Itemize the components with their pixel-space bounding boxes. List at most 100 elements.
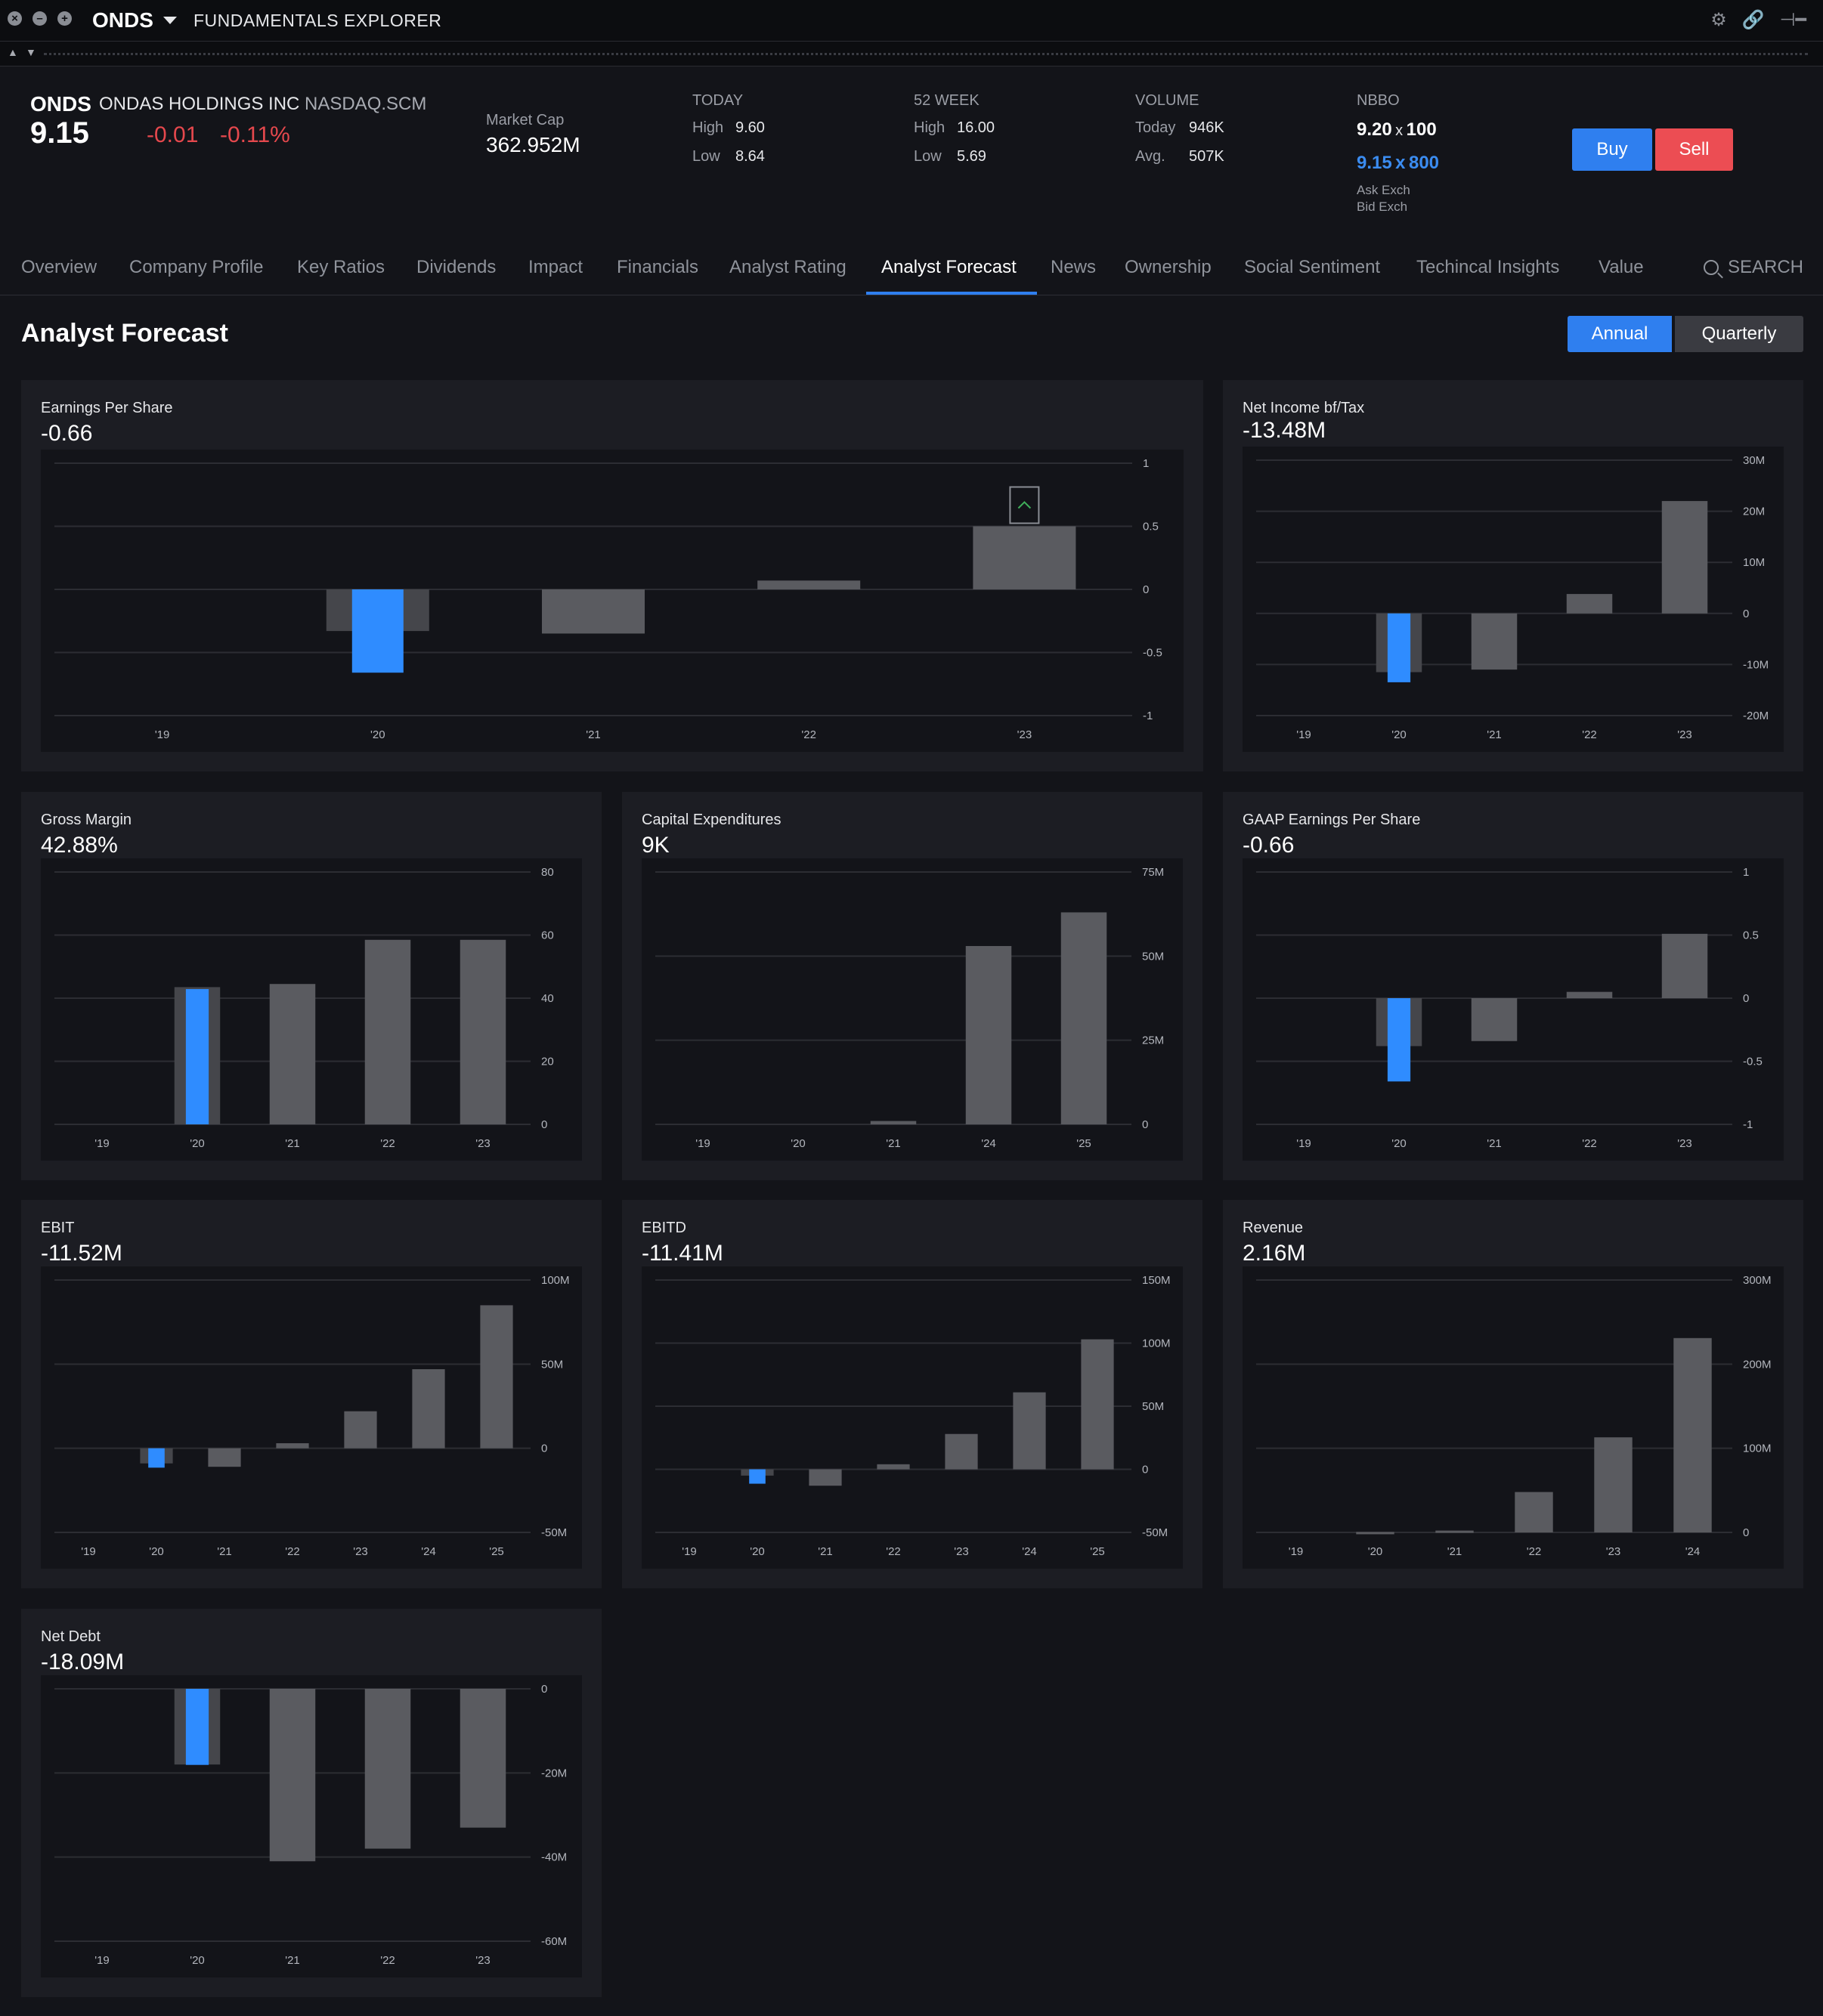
chart-title: Net Debt — [41, 1628, 101, 1645]
settings-icon[interactable]: ⚙ — [1710, 10, 1727, 30]
x-tick-label: '21 — [818, 1545, 833, 1558]
sell-button[interactable]: Sell — [1655, 128, 1733, 171]
highlighted-bar — [185, 988, 209, 1124]
panel-net-income: Net Income bf/Tax -13.48M -20M -10M 0 10M 20… — [1223, 380, 1803, 771]
tab-impact[interactable]: Impact — [528, 257, 583, 277]
exchange: NASDAQ.SCM — [305, 94, 427, 114]
tab-analyst-forecast[interactable]: Analyst Forecast — [881, 257, 1017, 277]
chart-value: -11.41M — [642, 1241, 723, 1266]
tab-financials[interactable]: Financials — [617, 257, 699, 277]
buy-button[interactable]: Buy — [1572, 128, 1652, 171]
chart-value: -13.48M — [1243, 418, 1326, 443]
annual-toggle[interactable]: Annual — [1568, 316, 1672, 352]
panel-capex: Capital Expenditures 9K 0 25M 50M 75M '19 '20… — [622, 792, 1202, 1180]
bar — [1013, 1392, 1046, 1470]
drag-handle[interactable] — [44, 53, 1808, 55]
tab-news[interactable]: News — [1051, 257, 1097, 277]
tab-overview[interactable]: Overview — [21, 257, 97, 277]
quote-header: ONDS ONDAS HOLDINGS INC NASDAQ.SCM 9.15 … — [0, 66, 1823, 239]
bar — [364, 1689, 411, 1849]
x-tick-label: '19 — [1296, 728, 1311, 741]
tab-social-sentiment[interactable]: Social Sentiment — [1244, 257, 1381, 277]
last-price: 9.15 — [30, 116, 89, 150]
y-tick-label: 75M — [1142, 866, 1164, 879]
y-tick-label: -40M — [541, 1851, 567, 1864]
ask-x: x — [1395, 122, 1404, 139]
tab-technical-insights[interactable]: Techincal Insights — [1416, 257, 1560, 277]
nbbo-bid: 9.15 x 800 — [1357, 153, 1439, 174]
x-tick-label: '24 — [1685, 1545, 1701, 1558]
bar — [1594, 1437, 1633, 1532]
search-button[interactable]: SEARCH — [1703, 257, 1803, 278]
scroll-up-icon[interactable]: ▲ — [8, 46, 18, 58]
close-icon[interactable]: × — [8, 11, 22, 26]
tab-value[interactable]: Value — [1599, 257, 1644, 277]
bar — [877, 1464, 910, 1470]
week52-low: 5.69 — [957, 148, 986, 165]
minimize-icon[interactable]: – — [32, 11, 47, 26]
bar — [269, 1689, 316, 1862]
ask-exch: Ask Exch — [1357, 183, 1410, 197]
y-tick-label: 10M — [1743, 556, 1765, 569]
quarterly-toggle[interactable]: Quarterly — [1675, 316, 1803, 352]
revenue-chart: 0 100M 200M 300M '19 '20 '21 '22 '23 '24 — [1256, 1274, 1772, 1558]
maximize-icon[interactable]: + — [57, 11, 72, 26]
x-tick-label: '21 — [886, 1137, 901, 1150]
y-tick-label: 0.5 — [1743, 929, 1759, 942]
chevron-down-icon[interactable] — [163, 17, 177, 24]
x-tick-label: '21 — [217, 1545, 232, 1558]
bar — [1661, 501, 1708, 614]
x-tick-label: '22 — [886, 1545, 901, 1558]
x-tick-label: '21 — [285, 1137, 300, 1150]
x-tick-label: '21 — [1487, 728, 1502, 741]
highlighted-bar — [749, 1469, 766, 1484]
tab-company-profile[interactable]: Company Profile — [129, 257, 264, 277]
bar — [973, 526, 1076, 589]
search-icon — [1703, 260, 1719, 275]
chart-plot: -60M -40M -20M 0 '19 '20 '21 '22 '23 — [41, 1675, 582, 1977]
today-low-label: Low — [692, 148, 720, 165]
y-tick-label: 50M — [1142, 950, 1164, 963]
y-tick-label: -60M — [541, 1935, 567, 1948]
bar — [276, 1442, 309, 1449]
tab-ownership[interactable]: Ownership — [1125, 257, 1212, 277]
highlighted-bar — [148, 1448, 165, 1468]
x-tick-label: '22 — [801, 728, 816, 741]
scroll-down-icon[interactable]: ▼ — [26, 46, 36, 58]
x-tick-label: '21 — [285, 1954, 300, 1967]
x-tick-label: '22 — [380, 1954, 395, 1967]
chart-title: EBITD — [642, 1220, 686, 1236]
link-icon[interactable]: 🔗 — [1741, 10, 1765, 30]
tab-analyst-rating[interactable]: Analyst Rating — [729, 257, 847, 277]
y-tick-label: 100M — [1142, 1337, 1171, 1350]
tab-dividends[interactable]: Dividends — [416, 257, 497, 277]
bar — [945, 1433, 978, 1470]
week52-high: 16.00 — [957, 119, 995, 136]
y-tick-label: 0 — [1743, 608, 1749, 620]
bar — [1566, 594, 1613, 614]
y-tick-label: 0 — [1143, 583, 1149, 596]
x-tick-label: '19 — [81, 1545, 96, 1558]
chart-value: -0.66 — [41, 421, 93, 446]
panel-eps: Earnings Per Share -0.66 -1 -0.5 0 0.5 1 '19 '… — [21, 380, 1203, 771]
volume-avg-label: Avg. — [1135, 148, 1165, 165]
y-tick-label: 300M — [1743, 1274, 1772, 1287]
toolbar-strip: ▲ ▼ — [0, 42, 1823, 66]
nbbo-label: NBBO — [1357, 92, 1400, 109]
tab-key-ratios[interactable]: Key Ratios — [297, 257, 385, 277]
bar — [364, 939, 411, 1124]
price-change: -0.01 — [147, 122, 199, 147]
chart-plot: -1 -0.5 0 0.5 1 '19 '20 '21 '22 '23 — [41, 450, 1184, 752]
chart-value: 9K — [642, 833, 670, 858]
x-tick-label: '21 — [1447, 1545, 1462, 1558]
chart-plot: -20M -10M 0 10M 20M 30M '19 '20 '21 '22 '23 — [1243, 447, 1784, 752]
y-tick-label: -50M — [541, 1526, 567, 1539]
ticker-selector[interactable]: ONDS — [92, 8, 153, 32]
chart-plot: 0 20 40 60 80 '19 '20 '21 '22 '23 — [41, 858, 582, 1161]
x-tick-label: '22 — [380, 1137, 395, 1150]
x-tick-label: '20 — [1368, 1545, 1383, 1558]
pin-icon[interactable]: ⊣━ — [1779, 10, 1806, 30]
y-tick-label: -1 — [1143, 710, 1153, 722]
bid-exch: Bid Exch — [1357, 199, 1408, 214]
chart-title: Earnings Per Share — [41, 400, 173, 416]
